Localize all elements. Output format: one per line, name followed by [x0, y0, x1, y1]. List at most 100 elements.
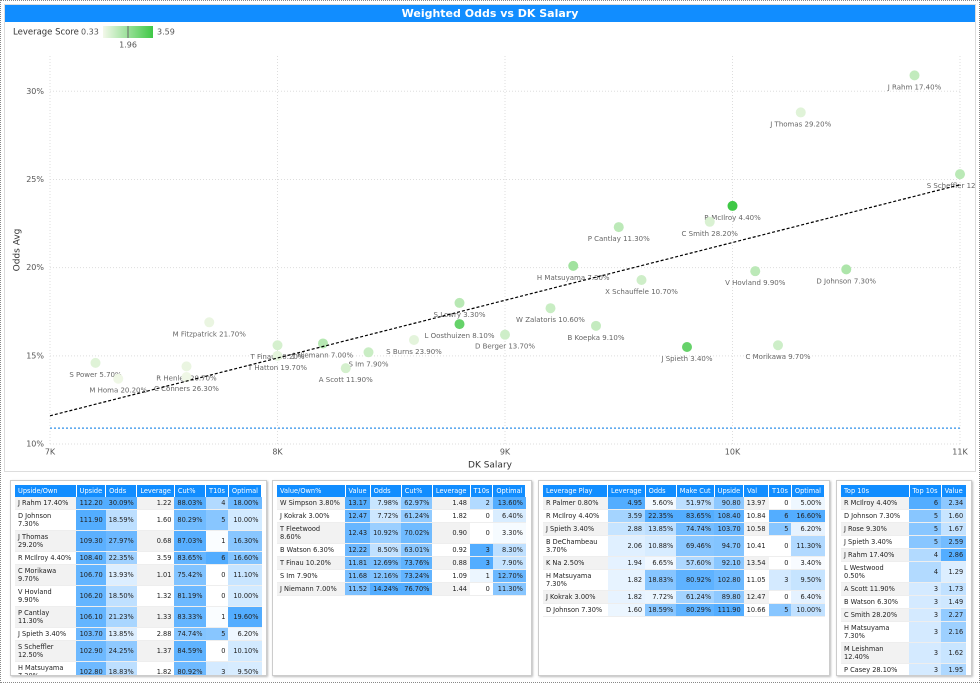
- table-cell: 1.95: [941, 663, 967, 675]
- table-cell: 8.50%: [370, 543, 402, 557]
- table-cell: 103.70: [714, 522, 744, 536]
- column-header: T10s: [470, 485, 494, 497]
- point-label: V Hovland 9.90%: [725, 279, 786, 287]
- table-cell: 1.37: [136, 640, 175, 662]
- point: [454, 319, 465, 330]
- chart-panel: Weighted Odds vs DK Salary DK Salary Odd…: [4, 4, 980, 472]
- table-cell: 57.60%: [676, 556, 715, 570]
- table-cell: 70.02%: [401, 522, 433, 544]
- table-cell: 10.84: [743, 509, 769, 523]
- table-cell: P Casey 28.10%: [841, 663, 909, 675]
- table-cell: 12.22: [345, 543, 371, 557]
- point: [454, 297, 465, 308]
- table-cell: 63.01%: [401, 543, 433, 557]
- table-cell: 2.88: [607, 522, 646, 536]
- point: [636, 274, 647, 285]
- column-header: Leverage: [607, 485, 646, 497]
- point-label: M Homa 20.20%: [89, 387, 147, 395]
- table-cell: 0: [768, 556, 792, 570]
- column-header: Value: [941, 485, 967, 497]
- table-cell: 18.59%: [105, 509, 137, 531]
- table-cell: 12.69%: [370, 556, 402, 570]
- table-cell: 13.85%: [645, 522, 677, 536]
- table-cell: 4: [205, 497, 229, 510]
- table-cell: 16.60%: [791, 509, 825, 523]
- legend-title: Leverage Score: [13, 28, 79, 38]
- column-header: Cut%: [174, 485, 207, 497]
- point-label: P Cantlay 11.30%: [588, 235, 650, 243]
- table-cell: J Spieth 3.40%: [15, 627, 77, 641]
- table-cell: 0: [768, 497, 792, 510]
- column-header: Value/Own%: [277, 485, 346, 497]
- point: [181, 361, 192, 372]
- point: [500, 329, 510, 340]
- point: [363, 347, 374, 358]
- point-label: H Matsuyama 7.30%: [537, 274, 610, 282]
- point: [613, 222, 624, 233]
- y-tick-label: 15%: [26, 351, 44, 360]
- y-tick-label: 30%: [26, 87, 44, 96]
- point-label: C Morikawa 9.70%: [746, 353, 811, 361]
- x-tick-label: 9K: [500, 448, 511, 457]
- table-cell: 106.70: [76, 564, 106, 586]
- table-cell: 18.83%: [105, 661, 137, 675]
- table-cell: 81.19%: [174, 585, 206, 607]
- table-cell: 5: [909, 522, 942, 536]
- table-row: C Morikawa 9.70% 106.70 13.93% 1.01 75.42% 0 1…: [15, 564, 262, 586]
- point: [682, 342, 692, 352]
- table-cell: 73.76%: [401, 556, 433, 570]
- point-label: J Rahm 17.40%: [887, 83, 942, 91]
- table-cell: 4.95: [607, 497, 646, 510]
- table-cell: 3.30%: [492, 522, 526, 544]
- table-cell: 1.60: [941, 509, 967, 523]
- column-header: Top 10s: [909, 485, 942, 497]
- table-row: H Matsuyama 7.30% 3 2.16: [841, 621, 967, 643]
- table-cell: S Im 7.90%: [277, 569, 345, 583]
- table-cell: 83.65%: [174, 551, 206, 565]
- table-cell: J Kokrak 3.00%: [543, 590, 608, 604]
- table-cell: J Thomas 29.20%: [15, 530, 77, 552]
- point-label: L Oosthuizen 8.10%: [424, 332, 494, 340]
- table-cell: 5: [205, 509, 229, 531]
- column-header: Make Cut: [676, 485, 715, 497]
- table-cell: C Smith 28.20%: [841, 608, 909, 622]
- column-header: Upside: [76, 485, 107, 497]
- table-row: P Cantlay 11.30% 106.10 21.23% 1.33 83.33% 1 1…: [15, 606, 262, 628]
- table-cell: 5: [909, 509, 942, 523]
- x-tick-label: 7K: [45, 448, 56, 457]
- table-row: J Rahm 17.40% 112.20 30.09% 1.22 88.03% 4 18.0…: [15, 497, 262, 510]
- table-cell: 0: [470, 509, 493, 523]
- table-cell: 5: [909, 535, 942, 549]
- table-cell: 106.10: [76, 606, 106, 628]
- table-cell: 6.20%: [791, 522, 825, 536]
- table-row: R Palmer 0.80% 4.95 5.60% 51.97% 90.80 13.97 0…: [543, 497, 825, 510]
- table-row: R McIlroy 4.40% 108.40 22.35% 3.59 83.65% 6 16…: [15, 551, 262, 565]
- table-row: S Scheffler 12.50% 102.90 24.25% 1.37 84.59%…: [15, 640, 262, 662]
- point: [90, 357, 101, 368]
- table-cell: 7.72%: [370, 509, 402, 523]
- table-cell: 0: [205, 585, 229, 607]
- table-cell: 5: [205, 627, 229, 641]
- table-cell: 10.00%: [791, 603, 825, 617]
- table-cell: 69.46%: [676, 535, 715, 557]
- table-row: T Finau 10.20% 11.81 12.69% 73.76% 0.88 3 7.90…: [277, 556, 526, 570]
- point-label: D Berger 13.70%: [475, 343, 535, 351]
- table-cell: 14.24%: [370, 582, 402, 596]
- table-cell: 6.40%: [791, 590, 825, 604]
- table-cell: 1: [205, 530, 229, 552]
- point-label: C Smith 28.20%: [682, 230, 739, 238]
- table-cell: B Watson 6.30%: [841, 595, 909, 609]
- table-cell: 2.88: [136, 627, 175, 641]
- table-cell: J Spieth 3.40%: [543, 522, 608, 536]
- table-cell: 13.85%: [105, 627, 137, 641]
- table-cell: 0: [205, 640, 229, 662]
- table-cell: S Scheffler 12.50%: [15, 640, 77, 662]
- table-row: J Kokrak 3.00% 12.47 7.72% 61.24% 1.82 0 6.40%: [277, 509, 526, 523]
- table-cell: 92.10: [714, 556, 744, 570]
- point-label: S Im 7.90%: [348, 360, 388, 368]
- table-cell: 3: [909, 582, 942, 596]
- table-cell: 3: [909, 595, 942, 609]
- table-cell: 109.30: [76, 530, 106, 552]
- point-label: B Koepka 9.10%: [568, 334, 625, 342]
- table-cell: 1.29: [941, 561, 967, 583]
